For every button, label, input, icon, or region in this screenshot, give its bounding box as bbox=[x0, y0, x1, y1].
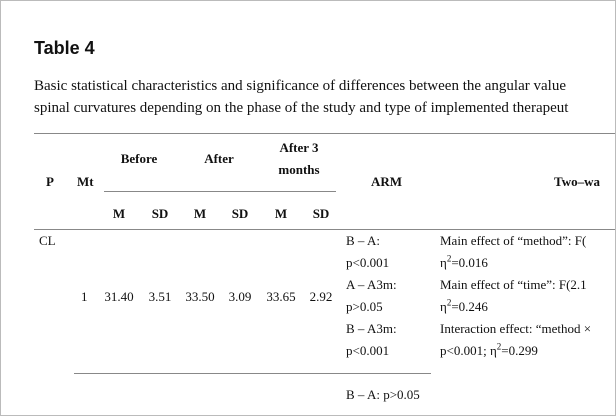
superscript: 2 bbox=[446, 253, 452, 264]
cell: CL bbox=[39, 233, 56, 248]
subheader-cell: M bbox=[274, 206, 288, 221]
text: p<0.001; η bbox=[440, 343, 497, 358]
cell: p<0.001 bbox=[346, 343, 390, 358]
header-cell: After 3 bbox=[279, 140, 319, 155]
header-cell: Mt bbox=[77, 174, 94, 189]
cell: 3.09 bbox=[228, 289, 252, 304]
subheader-cell: M bbox=[193, 206, 207, 221]
cell-line: η2=0.246 bbox=[440, 297, 488, 315]
header-cell: Before bbox=[120, 151, 158, 166]
text: =0.246 bbox=[451, 299, 488, 314]
caption-line: Basic statistical characteristics and si… bbox=[34, 78, 566, 94]
text: Main effect of “method”: F( bbox=[440, 233, 587, 248]
subheader-cell: SD bbox=[312, 206, 330, 221]
cell: 2.92 bbox=[309, 289, 333, 304]
superscript: 2 bbox=[446, 297, 452, 308]
cell: A – A3m: bbox=[346, 277, 397, 292]
text: Main effect of “time”: F(2.1 bbox=[440, 277, 587, 292]
header-cell: months bbox=[278, 162, 320, 177]
text: η bbox=[440, 255, 447, 270]
text: =0.016 bbox=[451, 255, 488, 270]
text: =0.299 bbox=[501, 343, 538, 358]
cell: 1 bbox=[81, 289, 88, 304]
header-cell: ARM bbox=[371, 174, 403, 189]
text: Interaction effect: “method × bbox=[440, 321, 592, 336]
header-cell: Two–wa bbox=[554, 174, 600, 189]
cell-line: Interaction effect: “method × bbox=[440, 321, 591, 337]
caption-line: spinal curvatures depending on the phase… bbox=[34, 100, 569, 116]
rule bbox=[34, 229, 615, 230]
cell: B – A: p>0.05 bbox=[346, 387, 420, 402]
cell-line: Main effect of “method”: F( bbox=[440, 233, 586, 249]
header-cell: P bbox=[46, 174, 54, 189]
cell: B – A3m: bbox=[346, 321, 397, 336]
subheader-cell: SD bbox=[151, 206, 169, 221]
cell: p<0.001 bbox=[346, 255, 390, 270]
cell: B – A: bbox=[346, 233, 380, 248]
cell-line: η2=0.016 bbox=[440, 253, 488, 271]
cell-line: Main effect of “time”: F(2.1 bbox=[440, 277, 587, 293]
cell: p>0.05 bbox=[346, 299, 383, 314]
cell: 33.65 bbox=[266, 289, 296, 304]
rule bbox=[34, 133, 615, 134]
cell: 31.40 bbox=[104, 289, 134, 304]
cell-line: p<0.001; η2=0.299 bbox=[440, 341, 538, 359]
header-cell: After bbox=[204, 151, 234, 166]
table-title: Table 4 bbox=[34, 38, 95, 58]
rule bbox=[104, 191, 336, 192]
subheader-cell: M bbox=[112, 206, 126, 221]
cell: 3.51 bbox=[148, 289, 172, 304]
rule bbox=[74, 373, 431, 374]
text: η bbox=[440, 299, 447, 314]
superscript: 2 bbox=[496, 341, 502, 352]
cell: 33.50 bbox=[185, 289, 215, 304]
subheader-cell: SD bbox=[231, 206, 249, 221]
